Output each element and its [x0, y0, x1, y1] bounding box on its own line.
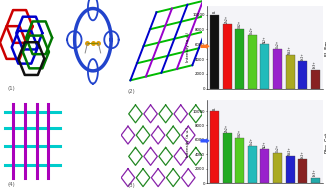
Bar — [260, 149, 269, 183]
Text: Co2+: Co2+ — [250, 136, 254, 145]
Text: (4): (4) — [8, 182, 16, 187]
Text: Cu2+: Cu2+ — [275, 144, 279, 152]
Bar — [298, 61, 307, 89]
Text: Fe3+: Fe3+ — [313, 169, 317, 177]
Bar — [248, 146, 257, 183]
Y-axis label: Intensity (a.u.): Intensity (a.u.) — [186, 32, 190, 62]
Text: Mn2+: Mn2+ — [288, 146, 292, 155]
Bar — [223, 133, 232, 183]
Bar — [248, 35, 257, 89]
Bar — [273, 153, 282, 183]
Text: Pho. Cat.: Pho. Cat. — [325, 131, 326, 153]
Text: Cu2+: Cu2+ — [275, 40, 279, 48]
Text: Fe2+: Fe2+ — [301, 52, 304, 60]
Text: (1): (1) — [8, 86, 16, 91]
Text: (2): (2) — [127, 89, 135, 94]
Text: Ni2+: Ni2+ — [263, 36, 267, 43]
Bar — [311, 70, 320, 89]
Bar — [260, 44, 269, 89]
Y-axis label: Intensity (a.u.): Intensity (a.u.) — [186, 127, 190, 157]
Text: Fe2+: Fe2+ — [301, 150, 304, 158]
Text: Fe3+: Fe3+ — [313, 61, 317, 68]
Bar — [286, 156, 295, 183]
Text: (3): (3) — [127, 183, 135, 188]
Bar — [298, 159, 307, 183]
Bar — [235, 29, 244, 89]
Text: Zn2+: Zn2+ — [225, 123, 229, 132]
Text: BL: BL — [213, 106, 216, 110]
Bar — [311, 177, 320, 183]
Bar — [286, 55, 295, 89]
Text: Ni2+: Ni2+ — [263, 141, 267, 148]
Bar — [235, 138, 244, 183]
Text: Co2+: Co2+ — [250, 25, 254, 33]
Text: Cd2+: Cd2+ — [238, 20, 242, 28]
Text: Cd2+: Cd2+ — [238, 129, 242, 137]
Bar — [223, 24, 232, 89]
Bar — [210, 111, 219, 183]
Text: BL: BL — [213, 10, 216, 13]
Text: Mn2+: Mn2+ — [288, 46, 292, 54]
Bar — [210, 15, 219, 89]
Bar — [273, 50, 282, 89]
Text: Zn2+: Zn2+ — [225, 15, 229, 23]
Text: Fl. Em.: Fl. Em. — [325, 39, 326, 56]
